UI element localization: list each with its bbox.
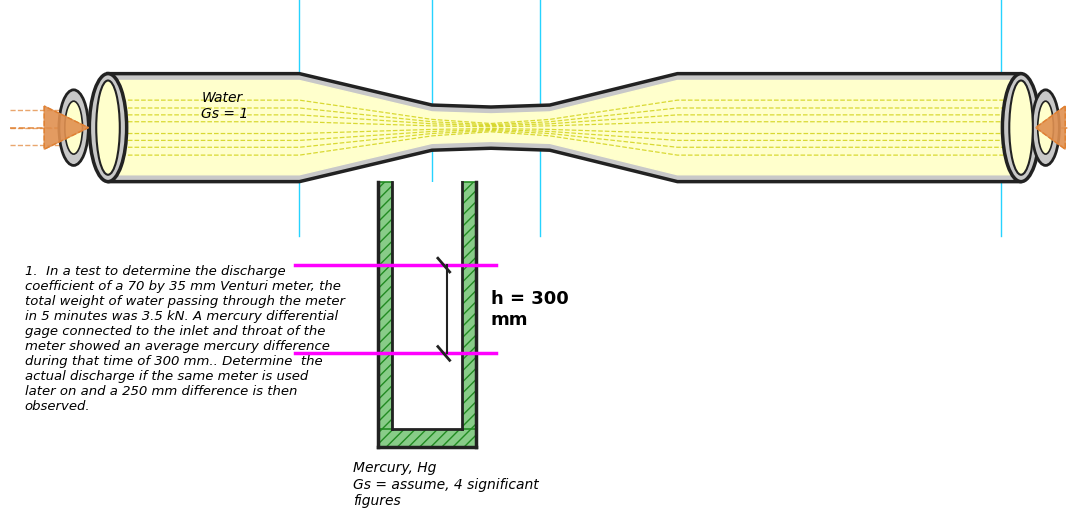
Ellipse shape — [1002, 74, 1040, 182]
Polygon shape — [108, 80, 1021, 175]
Polygon shape — [44, 106, 88, 149]
Polygon shape — [392, 182, 463, 429]
Polygon shape — [108, 74, 1021, 182]
Text: 1.  In a test to determine the discharge
coefficient of a 70 by 35 mm Venturi me: 1. In a test to determine the discharge … — [25, 265, 344, 413]
Polygon shape — [463, 182, 476, 447]
Ellipse shape — [90, 74, 126, 182]
Polygon shape — [1036, 106, 1065, 149]
Ellipse shape — [59, 90, 88, 165]
Text: Water
Gs = 1: Water Gs = 1 — [202, 91, 248, 121]
Ellipse shape — [1038, 101, 1053, 154]
Polygon shape — [378, 182, 392, 447]
Ellipse shape — [1032, 90, 1060, 165]
Text: h = 300
mm: h = 300 mm — [491, 290, 569, 328]
Ellipse shape — [1009, 80, 1033, 175]
Polygon shape — [378, 429, 476, 447]
Ellipse shape — [96, 80, 120, 175]
Ellipse shape — [65, 101, 82, 154]
Text: Mercury, Hg
Gs = assume, 4 significant
figures: Mercury, Hg Gs = assume, 4 significant f… — [354, 462, 540, 508]
